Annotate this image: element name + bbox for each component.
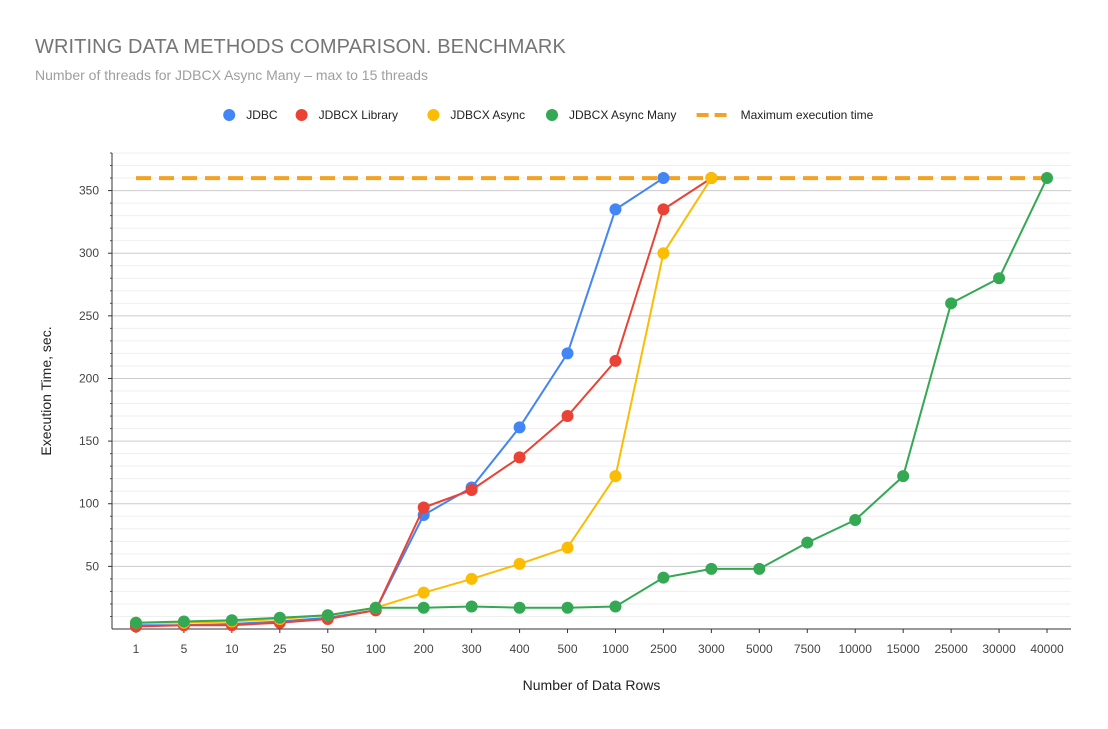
data-point	[657, 203, 670, 216]
data-point	[321, 609, 334, 622]
x-tick-label: 10	[225, 642, 239, 656]
legend-item-maximum-execution-time: Maximum execution time	[696, 108, 874, 122]
data-point	[513, 601, 526, 614]
x-tick-label: 15000	[886, 642, 920, 656]
series-line-jdbcx-async	[136, 177, 713, 624]
data-point	[129, 616, 142, 629]
x-tick-label: 25000	[934, 642, 968, 656]
x-axis-title: Number of Data Rows	[523, 677, 661, 693]
legend-item-jdbcx-async-many: JDBCX Async Many	[546, 108, 676, 122]
axes: 50 100 150 200 250 300 350 1 5 10 25 50 100 200 300 400…	[79, 152, 1071, 656]
x-tick-label: 1	[133, 642, 140, 656]
x-tick-label: 30000	[982, 642, 1016, 656]
data-point	[273, 611, 286, 624]
chart-subtitle: Number of threads for JDBCX Async Many –…	[35, 67, 428, 83]
series-layer	[129, 172, 1054, 633]
y-axis-title: Execution Time, sec.	[38, 326, 54, 455]
data-point	[561, 601, 574, 614]
y-tick-label: 100	[79, 497, 99, 511]
axis-labels: Number of Data Rows Execution Time, sec.	[38, 326, 660, 693]
series-line-jdbcx-async-many	[135, 177, 1048, 624]
data-point	[465, 572, 478, 585]
x-tick-label: 25	[273, 642, 287, 656]
y-tick-label: 350	[79, 184, 99, 198]
y-tick-label: 150	[79, 434, 99, 448]
data-point	[417, 601, 430, 614]
legend: JDBC JDBCX Library JDBCX Async JDBCX Async …	[223, 108, 874, 122]
data-point	[849, 514, 862, 527]
x-tick-label: 200	[414, 642, 434, 656]
y-tick-label: 50	[86, 559, 100, 573]
x-tick-label: 40000	[1030, 642, 1064, 656]
data-point	[1041, 172, 1054, 185]
x-tick-label: 5000	[746, 642, 773, 656]
data-point	[657, 247, 670, 260]
data-point	[657, 571, 670, 584]
data-point	[513, 451, 526, 464]
legend-swatch	[546, 109, 558, 121]
data-point	[561, 410, 574, 423]
data-point	[465, 483, 478, 496]
series-jdbcx-async-many	[129, 172, 1054, 629]
y-tick-label: 300	[79, 246, 99, 260]
data-point	[561, 347, 574, 360]
legend-label: JDBC	[246, 108, 278, 122]
data-point	[513, 557, 526, 570]
legend-item-jdbcx-library: JDBCX Library	[295, 108, 398, 122]
data-point	[801, 536, 814, 549]
data-point	[609, 600, 622, 613]
data-point	[465, 600, 478, 613]
data-point	[417, 586, 430, 599]
x-tick-label: 3000	[698, 642, 725, 656]
data-point	[177, 615, 190, 628]
data-point	[417, 501, 430, 514]
data-point	[609, 354, 622, 367]
data-point	[705, 562, 718, 575]
data-point	[897, 470, 910, 483]
chart-title: WRITING DATA METHODS COMPARISON. BENCHMA…	[35, 36, 566, 58]
legend-swatch	[223, 109, 236, 121]
data-point	[657, 172, 670, 185]
data-point	[945, 297, 958, 310]
x-tick-label: 7500	[794, 642, 821, 656]
x-tick-label: 2500	[650, 642, 677, 656]
legend-label: Maximum execution time	[741, 108, 874, 122]
legend-label: JDBCX Async	[450, 108, 525, 122]
legend-swatch	[427, 109, 440, 121]
y-tick-label: 200	[79, 371, 99, 385]
legend-item-jdbc: JDBC	[223, 108, 278, 122]
data-point	[369, 601, 382, 614]
x-tick-label: 10000	[839, 642, 873, 656]
data-point	[513, 421, 526, 434]
y-tick-label: 250	[79, 309, 99, 323]
series-line-jdbcx-library	[135, 177, 712, 628]
legend-label: JDBCX Async Many	[569, 108, 676, 122]
data-point	[225, 614, 238, 627]
x-tick-label: 300	[462, 642, 482, 656]
grid	[112, 152, 1071, 617]
x-tick-label: 1000	[602, 642, 629, 656]
data-point	[609, 470, 622, 483]
legend-label: JDBCX Library	[319, 108, 398, 122]
legend-swatch	[295, 109, 308, 121]
x-tick-label: 5	[181, 642, 188, 656]
x-tick-label: 50	[321, 642, 335, 656]
data-point	[753, 562, 766, 575]
data-point	[561, 541, 574, 554]
x-tick-label: 400	[510, 642, 530, 656]
x-tick-label: 100	[366, 642, 386, 656]
data-point	[609, 203, 622, 216]
data-point	[993, 272, 1006, 285]
x-tick-label: 500	[558, 642, 578, 656]
legend-item-jdbcx-async: JDBCX Async	[427, 108, 525, 122]
data-point	[705, 172, 718, 185]
